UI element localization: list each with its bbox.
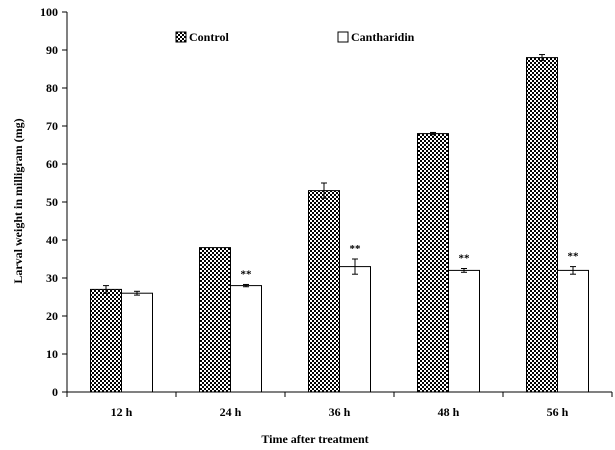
y-tick-label: 60: [46, 157, 58, 171]
legend-swatch-control: [175, 31, 187, 43]
cantharidin-bar: [448, 269, 480, 393]
y-tick-label: 0: [52, 385, 58, 399]
bars: ** ** ** **: [90, 54, 589, 393]
cantharidin-bar: [121, 292, 153, 393]
significance-label: **: [459, 253, 471, 265]
y-tick-label: 40: [46, 233, 58, 247]
y-tick-label: 10: [46, 347, 58, 361]
y-tick-label: 20: [46, 309, 58, 323]
control-bar: [526, 57, 558, 393]
control-bar: [308, 190, 340, 393]
x-axis-title: Time after treatment: [261, 432, 368, 446]
x-tick-label: 24 h: [220, 405, 242, 419]
significance-label: **: [350, 243, 362, 255]
significance-label: **: [568, 251, 580, 263]
control-bar: [199, 247, 231, 393]
y-axis-title: Larval weight in milligram (mg): [11, 118, 25, 283]
x-tick-label: 56 h: [547, 405, 569, 419]
control-bar: [90, 288, 122, 393]
y-tick-label: 70: [46, 119, 58, 133]
y-tick-label: 100: [40, 5, 58, 19]
cantharidin-bar: [339, 266, 371, 393]
legend-swatch-cantharidin: [337, 31, 349, 43]
legend-label-control: Control: [189, 30, 229, 44]
legend: Control Cantharidin: [175, 30, 415, 44]
x-tick-label: 36 h: [329, 405, 351, 419]
y-tick-label: 80: [46, 81, 58, 95]
y-tick-label: 90: [46, 43, 58, 57]
y-tick-label: 30: [46, 271, 58, 285]
cantharidin-bar: [230, 285, 262, 393]
significance-label: **: [241, 268, 253, 280]
legend-label-cantharidin: Cantharidin: [351, 30, 415, 44]
y-tick-label: 50: [46, 195, 58, 209]
x-tick-label: 48 h: [438, 405, 460, 419]
cantharidin-bar: [557, 269, 589, 393]
control-bar: [417, 133, 449, 393]
x-tick-label: 12 h: [111, 405, 133, 419]
